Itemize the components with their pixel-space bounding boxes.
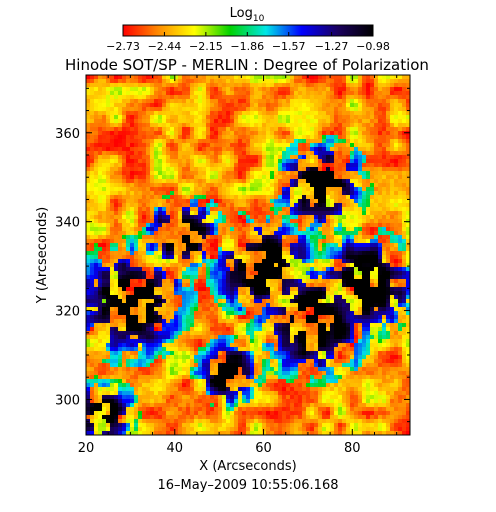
colorbar-tick-label: −2.15 [189,40,223,53]
x-tick-label: 80 [344,441,361,456]
chart-title: Hinode SOT/SP - MERLIN : Degree of Polar… [65,56,429,74]
y-tick-label: 300 [55,393,80,408]
colorbar-label: Log10 [230,6,265,24]
plot-frame [85,74,411,436]
x-axis-label: X (Arcseconds) [199,459,296,474]
timestamp: 16–May–2009 10:55:06.168 [158,478,339,493]
colorbar-tick-label: −1.57 [272,40,306,53]
y-tick-label: 320 [55,305,80,320]
heatmap-image [86,75,410,435]
x-tick-label: 20 [78,441,95,456]
colorbar-tick-label: −2.73 [106,40,140,53]
x-tick-label: 40 [166,441,183,456]
colorbar-tick-label: −2.44 [148,40,182,53]
y-tick-label: 360 [55,127,80,142]
x-axis: 20 40 60 80 [78,75,398,456]
y-axis: 300 320 340 360 [55,87,410,423]
y-axis-label: Y (Arcseconds) [35,207,50,304]
colorbar-tick-label: −1.86 [230,40,264,53]
colorbar [122,24,374,37]
colorbar-label-subscript: 10 [253,14,265,24]
colorbar-tick-label: −1.27 [315,40,349,53]
x-tick-label: 60 [255,441,272,456]
y-tick-label: 340 [55,216,80,231]
colorbar-ticks: −2.73 −2.44 −2.15 −1.86 −1.57 −1.27 −0.98 [106,32,390,53]
colorbar-tick-label: −0.98 [356,40,390,53]
